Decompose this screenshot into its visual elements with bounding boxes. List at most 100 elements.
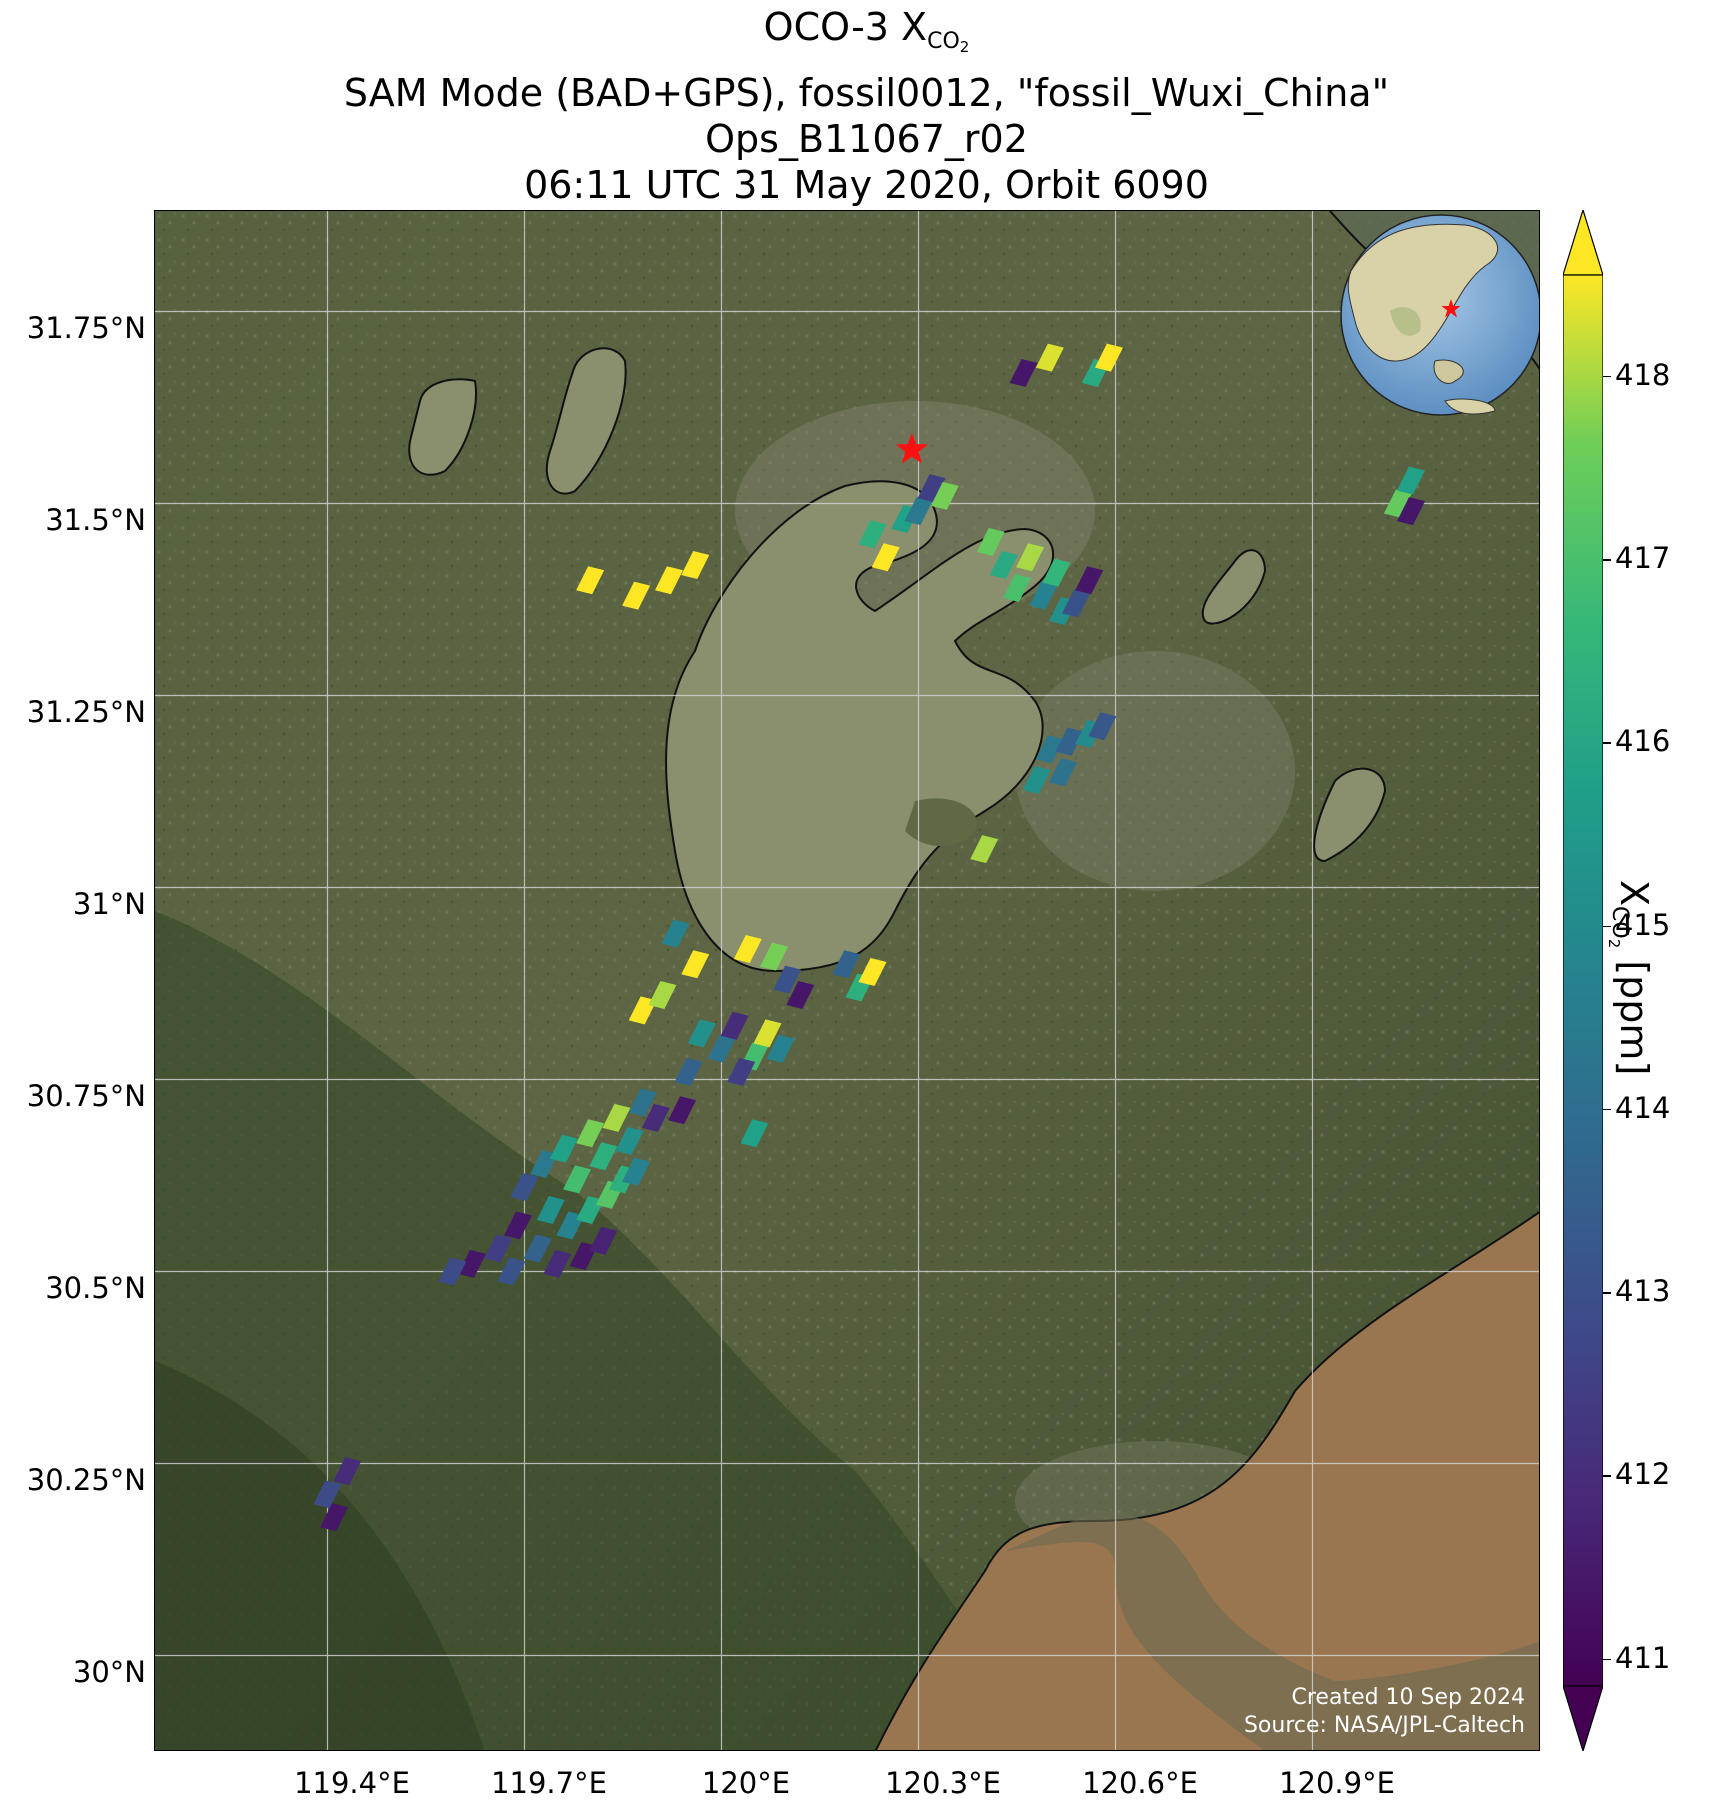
sounding-footprint (1048, 758, 1077, 787)
sounding-footprint (1062, 589, 1091, 618)
hangzhou-bay (876, 1212, 1539, 1750)
sounding-footprint (333, 1457, 362, 1486)
sounding-footprint (871, 543, 900, 572)
sounding-footprint (438, 1257, 467, 1286)
sounding-footprint (1397, 466, 1426, 495)
sounding-footprint (622, 1157, 651, 1186)
sounding-footprint (1397, 497, 1426, 526)
lon-label-120-9: 120.9°E (1279, 1766, 1395, 1800)
lat-label-31-5: 31.5°N (45, 503, 146, 537)
colorbar-tick-label: 411 (1615, 1640, 1671, 1675)
gehu-lake (408, 378, 477, 476)
title-xco2-sub: CO (927, 29, 960, 54)
sounding-footprint (1035, 735, 1064, 764)
sounding-footprint (786, 981, 815, 1010)
sounding-footprint (543, 1249, 572, 1278)
colorbar-tick-mark (1603, 1475, 1611, 1477)
globe-china-land (1390, 307, 1421, 336)
colorbar-gradient (1562, 274, 1604, 1687)
sounding-footprint (976, 527, 1005, 556)
sounding-footprint (681, 550, 710, 579)
urban-area-suzhou (1015, 651, 1295, 891)
changdanghu-lake (545, 347, 627, 495)
gridlines (155, 211, 1539, 1750)
lon-label-119-7: 119.7°E (491, 1766, 607, 1800)
sounding-footprint (858, 520, 887, 549)
yangcheng-lake (1201, 549, 1267, 625)
xco2-soundings (313, 343, 1426, 1532)
colorbar-label-units: [ppm] (1612, 948, 1656, 1076)
sounding-footprint (589, 1142, 618, 1171)
sounding-footprint (1094, 343, 1123, 372)
title-line-1: OCO-3 XCO2 (0, 4, 1733, 70)
sounding-footprint (457, 1249, 486, 1278)
sounding-footprint (1029, 581, 1058, 610)
title-xco2-subsub: 2 (959, 38, 970, 56)
credit-text: Created 10 Sep 2024 Source: NASA/JPL-Cal… (1244, 1684, 1525, 1740)
sounding-footprint (989, 550, 1018, 579)
colorbar-tick-mark (1603, 1108, 1611, 1111)
sounding-footprint (1035, 343, 1064, 372)
sounding-footprint (510, 1173, 539, 1202)
sounding-footprint (1022, 765, 1051, 794)
sounding-footprint (1016, 543, 1045, 572)
title-line-2: SAM Mode (BAD+GPS), fossil0012, "fossil_… (343, 71, 1390, 115)
colorbar-tick-mark (1603, 742, 1611, 744)
colorbar-extend-max (1562, 207, 1604, 276)
sounding-footprint (917, 474, 946, 503)
sounding-footprint (313, 1480, 342, 1509)
globe-islands (1433, 359, 1464, 384)
sounding-footprint (615, 1126, 644, 1155)
colorbar-extend-min (1562, 1685, 1604, 1754)
colorbar-tick-mark (1603, 375, 1611, 378)
globe-australia (1444, 398, 1496, 415)
credit-created: Created 10 Sep 2024 (1291, 1685, 1526, 1710)
title-xco2-prefix: OCO-3 X (763, 5, 928, 49)
credit-source: Source: NASA/JPL-Caltech (1243, 1713, 1525, 1738)
lon-label-120-6: 120.6°E (1082, 1766, 1198, 1800)
sounding-footprint (1042, 558, 1071, 587)
sounding-footprint (628, 1088, 657, 1117)
lat-label-31: 31°N (72, 887, 146, 921)
sounding-footprint (760, 942, 789, 971)
sounding-footprint (576, 566, 605, 595)
lat-label-30: 30°N (72, 1655, 146, 1689)
colorbar-tick-mark (1603, 925, 1611, 928)
lake-island (905, 798, 977, 846)
coastline-bay (874, 1211, 1539, 1750)
lat-label-30-75: 30.75°N (26, 1079, 146, 1113)
satellite-map[interactable] (155, 211, 1540, 1751)
map-panel[interactable]: Created 10 Sep 2024 Source: NASA/JPL-Cal… (154, 210, 1540, 1751)
sounding-footprint (503, 1211, 532, 1240)
south-shore-plain (1005, 1511, 1539, 1750)
colorbar-graphic (1562, 207, 1604, 1754)
sounding-footprint (484, 1234, 513, 1263)
sounding-footprint (1383, 489, 1412, 518)
sounding-footprint (1088, 712, 1117, 741)
sounding-footprint (727, 1057, 756, 1086)
lon-label-120: 120°E (701, 1766, 791, 1800)
lat-label-31-25: 31.25°N (26, 695, 146, 729)
sounding-footprint (576, 1119, 605, 1148)
lat-label-30-25: 30.25°N (26, 1463, 146, 1497)
colorbar-tick-mark (1603, 1292, 1611, 1294)
lon-label-119-4: 119.4°E (294, 1766, 410, 1800)
colorbar-tick-mark (1603, 559, 1611, 561)
sounding-footprint (648, 981, 677, 1010)
lat-label-31-75: 31.75°N (26, 311, 146, 345)
sounding-footprint (970, 835, 999, 864)
lat-label-30-5: 30.5°N (45, 1271, 146, 1305)
target-star-marker[interactable] (895, 432, 929, 464)
sounding-footprint (1055, 727, 1084, 756)
sounding-footprint (320, 1503, 349, 1532)
sounding-footprint (1075, 566, 1104, 595)
colorbar-tick-label: 415 (1615, 907, 1671, 942)
title-line-3: Ops_B11067_r02 (705, 117, 1028, 161)
sounding-footprint (668, 1096, 697, 1125)
colorbar-tick-label: 417 (1615, 541, 1671, 576)
title-line-4: 06:11 UTC 31 May 2020, Orbit 6090 (524, 163, 1209, 207)
sounding-footprint (497, 1257, 526, 1286)
sounding-footprint (661, 919, 690, 948)
sounding-footprint (707, 1034, 736, 1063)
taihu-lake-shoreline (665, 480, 1054, 973)
